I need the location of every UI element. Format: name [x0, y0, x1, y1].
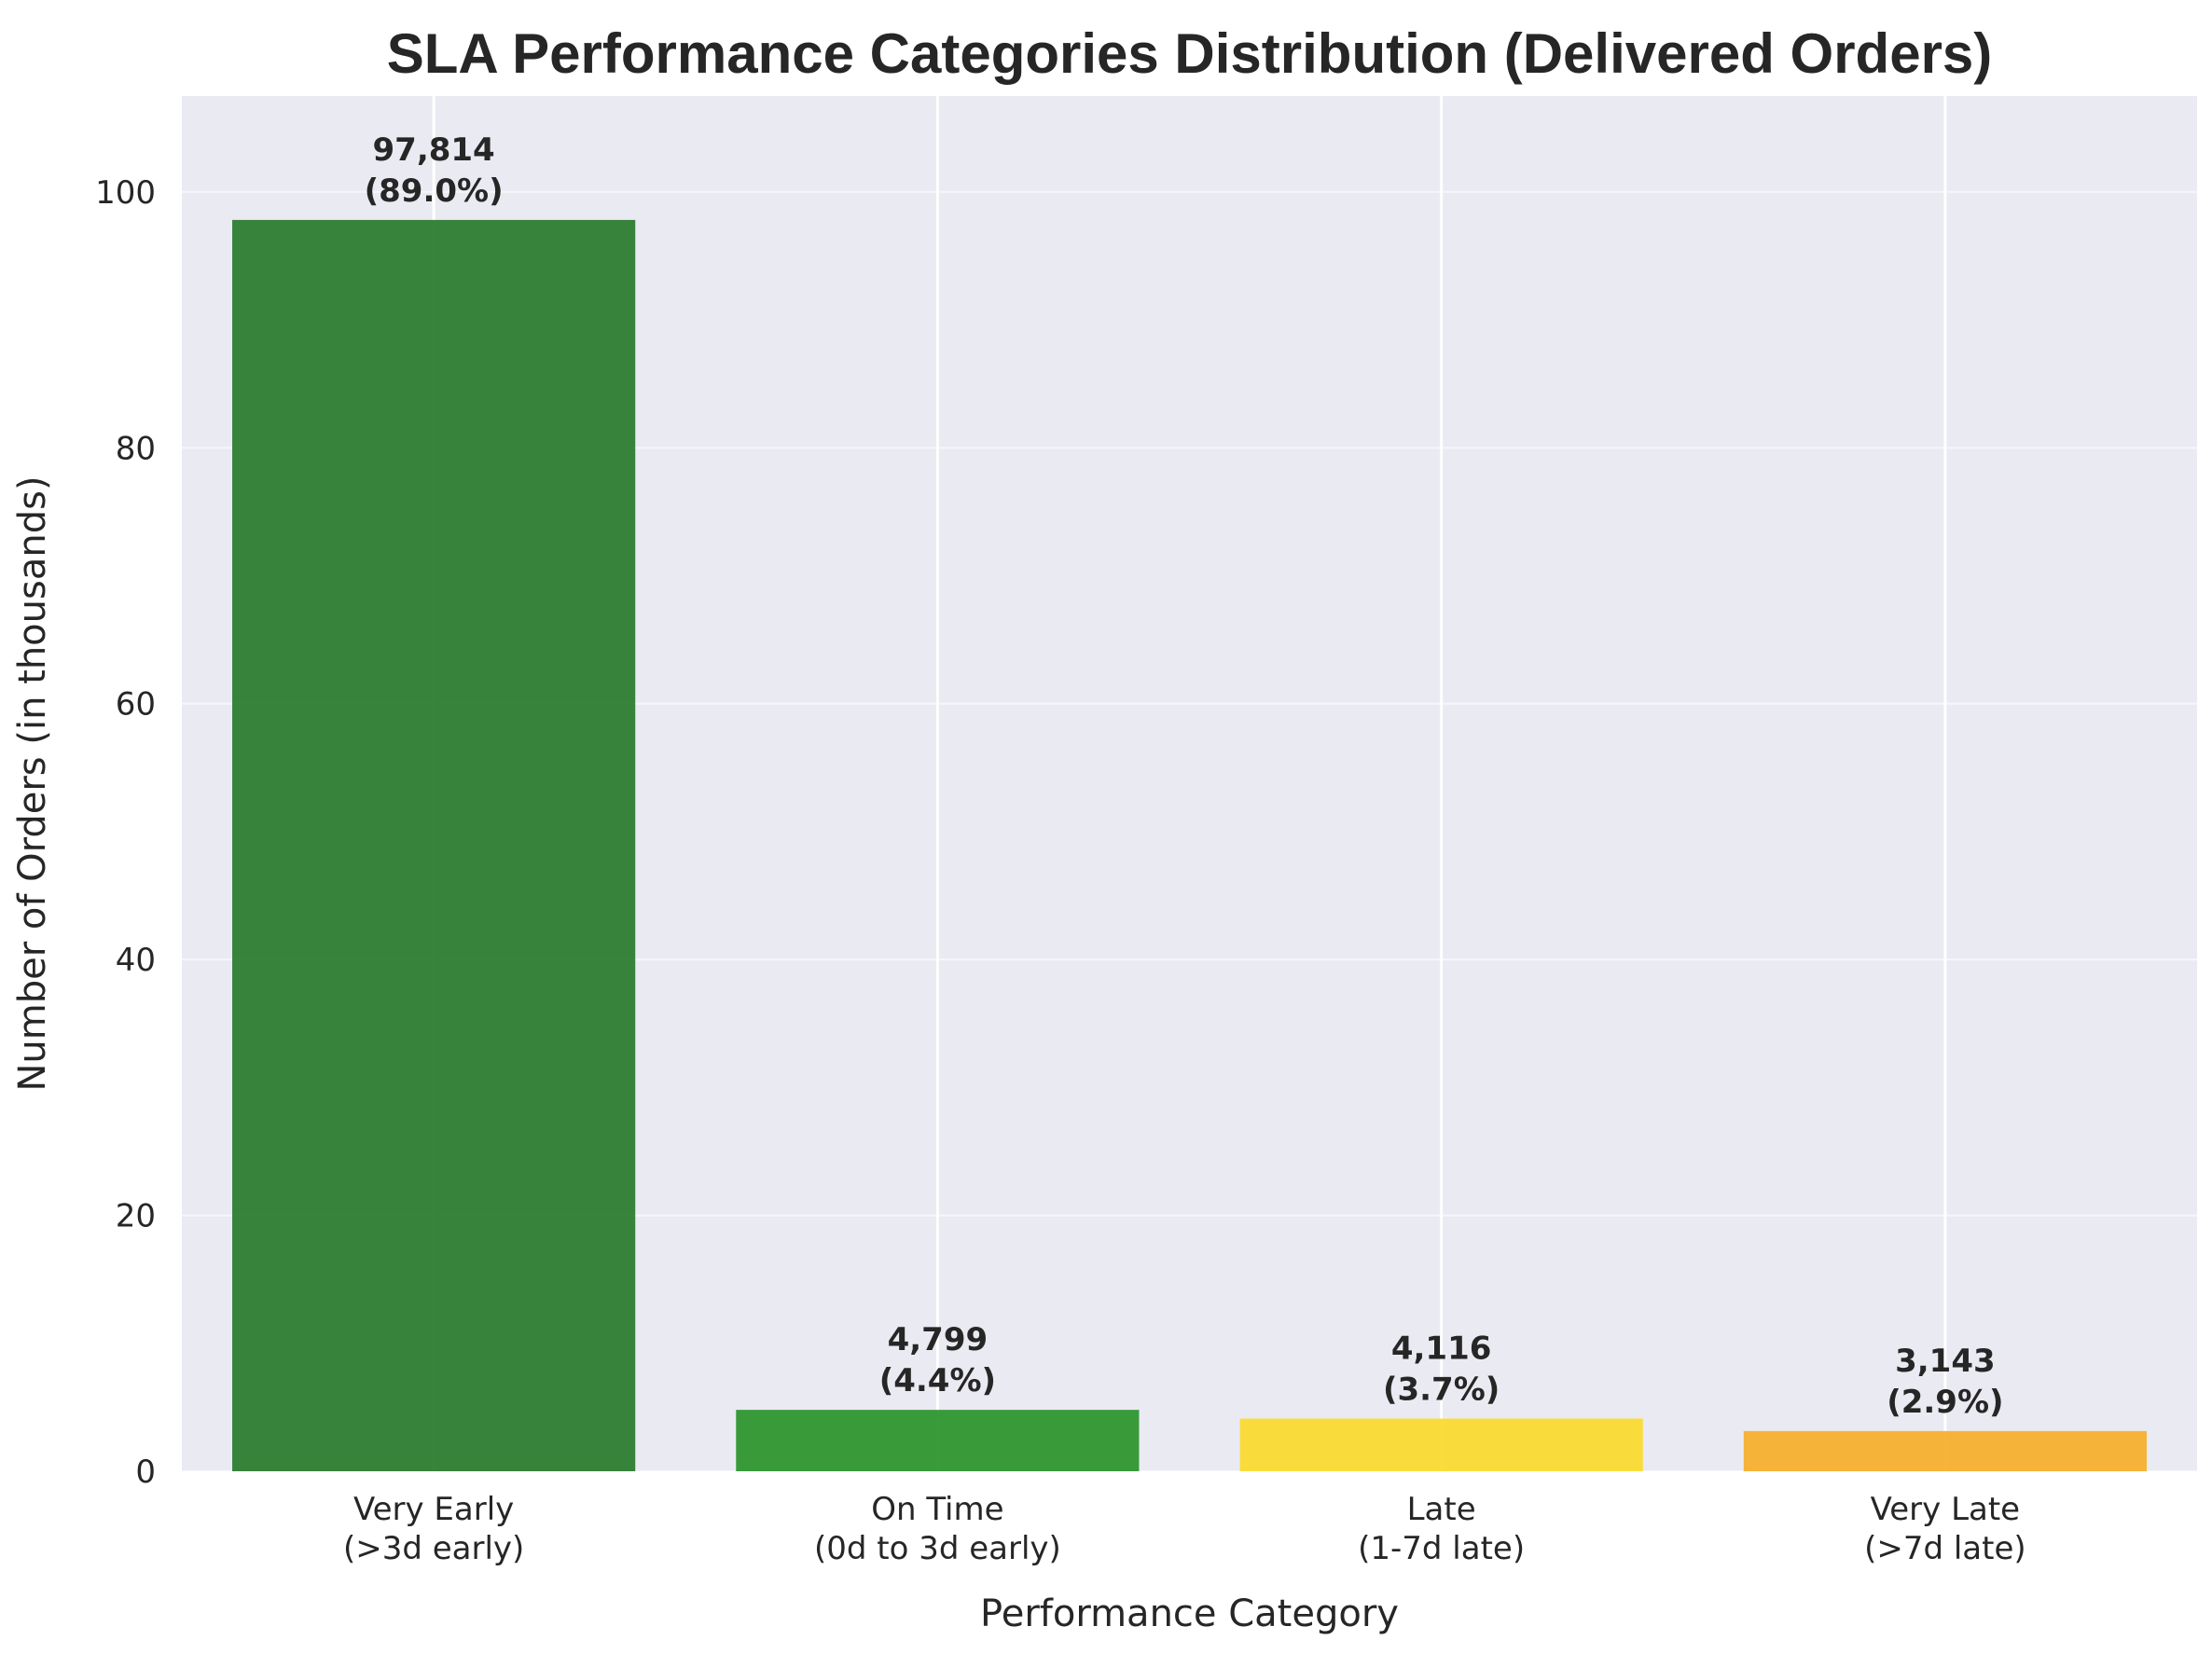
y-tick-label: 80	[116, 430, 156, 467]
bar	[1239, 1418, 1643, 1471]
bar	[1743, 1430, 2147, 1471]
x-tick-label: Very Early	[353, 1491, 514, 1528]
bars	[232, 219, 2147, 1472]
y-tick-label: 60	[116, 686, 156, 724]
x-tick-label: (>7d late)	[1864, 1530, 2026, 1567]
y-tick-label: 0	[135, 1454, 156, 1491]
y-axis-label: Number of Orders (in thousands)	[11, 476, 54, 1091]
x-axis-ticks: Very Early(>3d early) On Time(0d to 3d ea…	[343, 1491, 2026, 1567]
x-tick-label: Very Late	[1871, 1491, 2020, 1528]
bar-value-label: 4,116	[1391, 1330, 1492, 1368]
bar	[736, 1410, 1140, 1471]
x-tick-label: On Time	[871, 1491, 1003, 1528]
bar-percent-label: (4.4%)	[879, 1362, 996, 1399]
y-tick-label: 100	[95, 174, 156, 212]
y-tick-label: 40	[116, 942, 156, 979]
bar-value-label: 97,814	[373, 131, 495, 169]
data-labels: 97,814(89.0%) 4,799 (4.4%) 4,116(3.7%) 3,143…	[365, 131, 2004, 1421]
x-axis-label: Performance Category	[980, 1592, 1399, 1635]
x-tick-label: (1-7d late)	[1358, 1530, 1525, 1567]
x-tick-label: (0d to 3d early)	[814, 1530, 1061, 1567]
bar-percent-label: (3.7%)	[1383, 1371, 1500, 1409]
bar-value-label: 4,799	[888, 1321, 988, 1358]
bar-value-label: 3,143	[1895, 1343, 1996, 1380]
bar	[232, 219, 636, 1472]
x-tick-label: (>3d early)	[343, 1530, 524, 1567]
y-tick-label: 20	[116, 1198, 156, 1235]
chart-title: SLA Performance Categories Distribution …	[387, 22, 1993, 85]
x-tick-label: Late	[1407, 1491, 1476, 1528]
bar-percent-label: (2.9%)	[1887, 1384, 2003, 1421]
bar-percent-label: (89.0%)	[365, 172, 504, 210]
y-axis-ticks: 0 20 40 60 80 100	[95, 174, 156, 1491]
